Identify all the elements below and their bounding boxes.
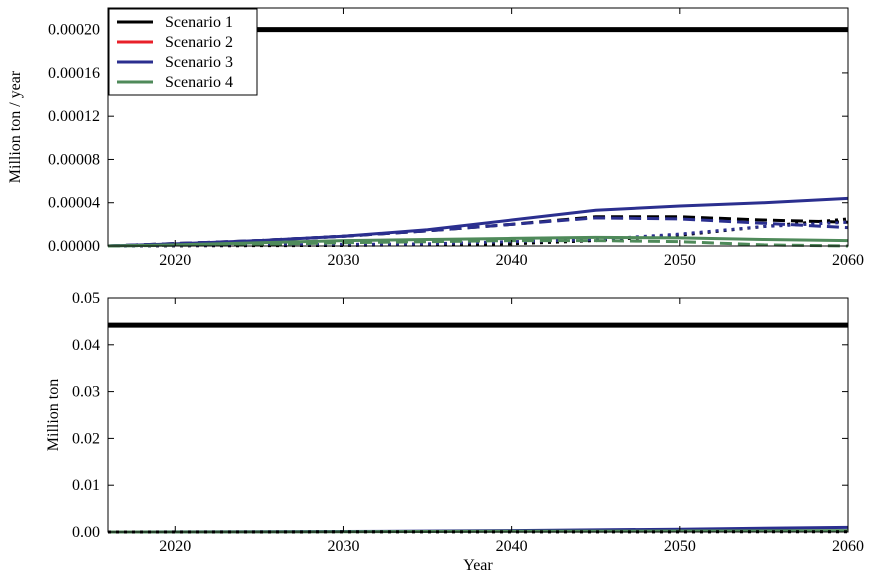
x-tick-label: 2050	[664, 252, 696, 269]
x-axis-label: Year	[463, 557, 493, 574]
y-tick-label: 0.00020	[48, 22, 100, 39]
x-tick-label: 2030	[327, 252, 359, 269]
y-tick-label: 0.02	[72, 430, 100, 447]
plot-frame	[108, 298, 848, 532]
y-tick-label: 0.00016	[48, 65, 100, 82]
y-tick-label: 0.03	[72, 384, 100, 401]
x-tick-label: 2060	[832, 538, 864, 555]
x-tick-label: 2020	[159, 252, 191, 269]
series-group	[108, 325, 848, 532]
y-tick-label: 0.04	[72, 337, 100, 354]
legend-label: Scenario 3	[165, 54, 233, 71]
x-tick-label: 2040	[496, 538, 528, 555]
legend-label: Scenario 2	[165, 34, 233, 51]
x-tick-label: 2050	[664, 538, 696, 555]
chart-panel-2: 2020 2030 2040 2050 2060 0.00 0.01 0.02 0.03 0.04…	[45, 290, 864, 574]
y-tick-label: 0.00004	[48, 195, 100, 212]
legend-label: Scenario 4	[165, 74, 233, 91]
y-tick-label: 0.00	[72, 524, 100, 541]
y-tick-label: 0.01	[72, 477, 100, 494]
x-tick-label: 2060	[832, 252, 864, 269]
legend: Scenario 1 Scenario 2 Scenario 3 Scenario 4	[109, 9, 257, 95]
legend-label: Scenario 1	[165, 14, 233, 31]
x-tick-label: 2030	[327, 538, 359, 555]
x-tick-label: 2020	[159, 538, 191, 555]
y-tick-label: 0.05	[72, 290, 100, 307]
y-tick-label: 0.00008	[48, 151, 100, 168]
y-axis-label: Million ton	[45, 379, 62, 451]
x-tick-label: 2040	[496, 252, 528, 269]
y-tick-label: 0.00000	[48, 238, 100, 255]
y-tick-label: 0.00012	[48, 108, 100, 125]
chart-panel-1: 2020 2030 2040 2050 2060 0.00000 0.00004 0.0000…	[7, 8, 864, 269]
y-axis-label: Million ton / year	[7, 70, 24, 183]
